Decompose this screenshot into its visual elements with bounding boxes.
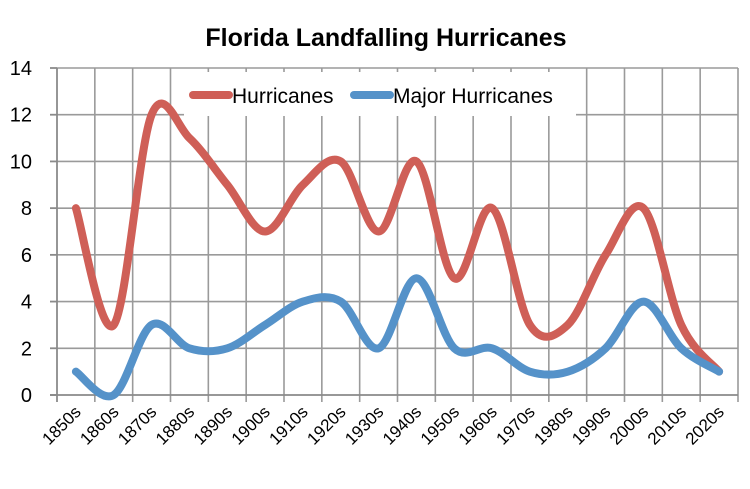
legend-label-hurricanes: Hurricanes xyxy=(232,85,334,108)
legend-label-major-hurricanes: Major Hurricanes xyxy=(393,85,553,108)
y-tick-label: 12 xyxy=(10,105,32,127)
y-tick-label: 4 xyxy=(21,292,32,314)
legend: Hurricanes Major Hurricanes xyxy=(184,72,576,116)
y-tick-label: 2 xyxy=(21,338,32,360)
y-tick-label: 10 xyxy=(10,151,32,173)
y-tick-label: 0 xyxy=(21,385,32,407)
y-tick-label: 6 xyxy=(21,245,32,267)
y-tick-label: 14 xyxy=(10,58,32,80)
y-tick-label: 8 xyxy=(21,198,32,220)
chart-title: Florida Landfalling Hurricanes xyxy=(205,24,566,52)
